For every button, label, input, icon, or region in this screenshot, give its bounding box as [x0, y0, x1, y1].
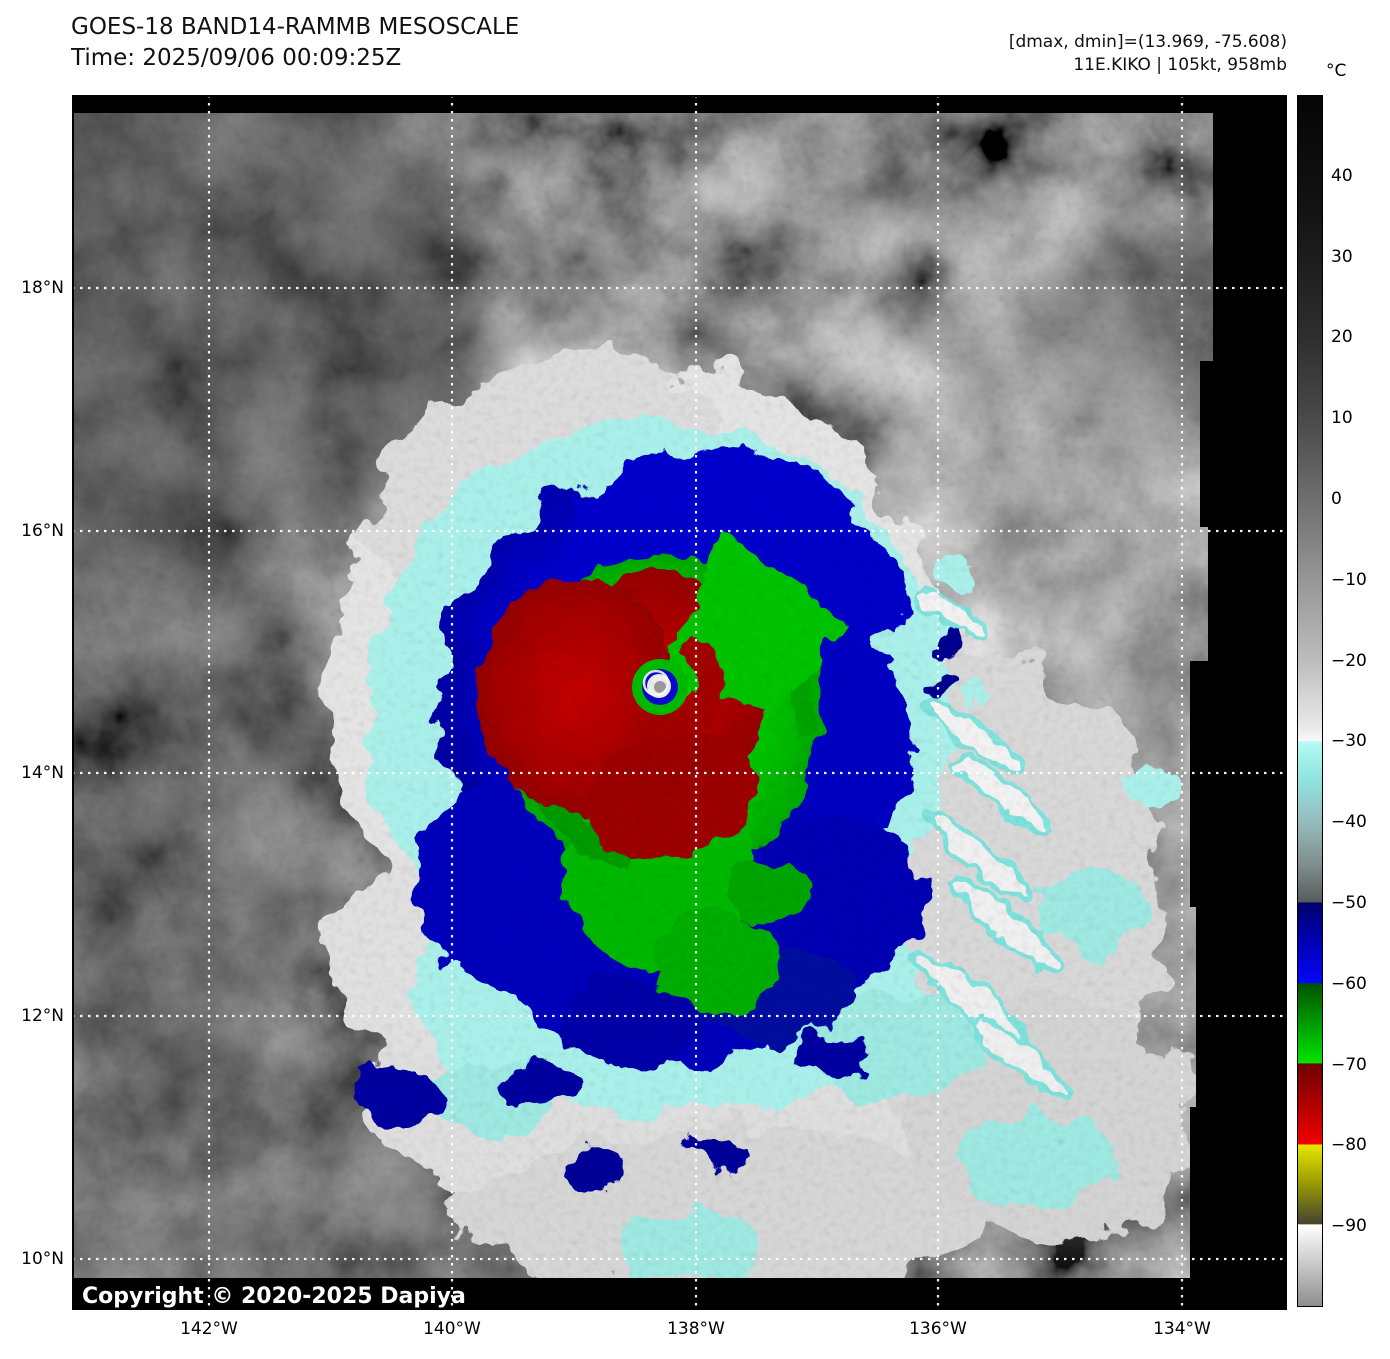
title-block: GOES-18 BAND14-RAMMB MESOSCALE Time: 202… [71, 12, 519, 74]
lat-tick-label: 18°N [21, 278, 64, 298]
colorbar-tick-label: −80 [1331, 1135, 1367, 1156]
map-border [72, 95, 1287, 1310]
colorbar-unit-label: °C [1326, 61, 1347, 81]
lat-tick-label: 14°N [21, 763, 64, 783]
annotation-block: [dmax, dmin]=(13.969, -75.608) 11E.KIKO … [1009, 31, 1287, 77]
colorbar-tick-label: −90 [1331, 1216, 1367, 1237]
colorbar-tick-label: 10 [1331, 408, 1353, 429]
timestamp: Time: 2025/09/06 00:09:25Z [71, 45, 402, 71]
lon-tick-label: 142°W [180, 1319, 238, 1339]
graticule-gridlines [72, 95, 1287, 1310]
copyright-notice: Copyright © 2020-2025 Dapiya [82, 1284, 466, 1309]
colorbar-tick-label: −10 [1331, 569, 1367, 590]
colorbar-tick-label: 20 [1331, 327, 1353, 348]
noise-texture [74, 113, 1215, 1278]
lon-tick-label: 134°W [1153, 1319, 1211, 1339]
colorbar-tick-label: −30 [1331, 731, 1367, 752]
colorbar-tick-label: −20 [1331, 650, 1367, 671]
colorbar-tick-label: −40 [1331, 812, 1367, 833]
colorbar [1297, 95, 1323, 1307]
lon-tick-label: 136°W [909, 1319, 967, 1339]
lon-tick-label: 140°W [423, 1319, 481, 1339]
storm-info-annotation: 11E.KIKO | 105kt, 958mb [1073, 55, 1287, 75]
colorbar-tick-label: −60 [1331, 973, 1367, 994]
page-title: GOES-18 BAND14-RAMMB MESOSCALE [71, 14, 520, 40]
lon-tick-label: 138°W [667, 1319, 725, 1339]
lat-tick-label: 16°N [21, 521, 64, 541]
satellite-image: Copyright © 2020-2025 Dapiya [0, 35, 1292, 1359]
lat-tick-label: 12°N [21, 1006, 64, 1026]
colorbar-tick-label: −50 [1331, 893, 1367, 913]
no-data-mask [72, 95, 1287, 1310]
data-range-annotation: [dmax, dmin]=(13.969, -75.608) [1008, 32, 1287, 52]
lat-tick-label: 10°N [21, 1249, 64, 1269]
colorbar-tick-label: 0 [1331, 489, 1342, 509]
colorbar-tick-label: 30 [1331, 246, 1353, 267]
colorbar-tick-label: 40 [1331, 165, 1353, 186]
colorbar-tick-label: −70 [1331, 1054, 1367, 1075]
satellite-map: Copyright © 2020-2025 Dapiya [0, 35, 1292, 1359]
